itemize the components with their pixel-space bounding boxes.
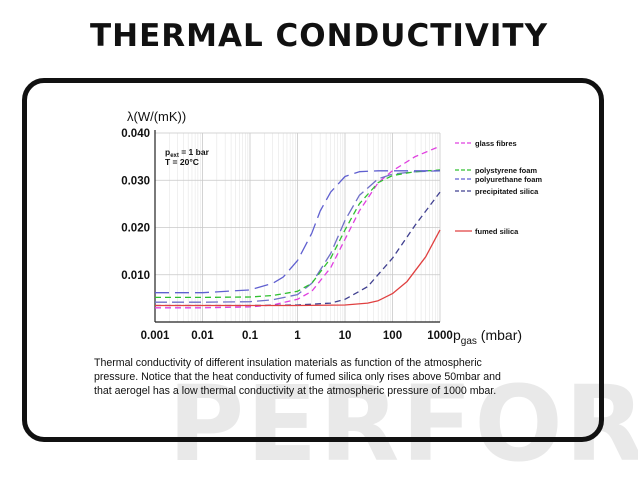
y-axis-label: λ(W/(mK)) (127, 109, 186, 124)
y-tick-label: 0.040 (121, 128, 150, 140)
series-line (155, 229, 441, 307)
x-axis-label: pgas (mbar) (453, 327, 522, 347)
caption-line: that aerogel has a low thermal conductiv… (94, 385, 497, 397)
content-frame (22, 78, 604, 442)
x-tick-label: 10 (339, 330, 352, 342)
chart-annotation: pext = 1 bar (165, 147, 210, 159)
legend-label: polyurethane foam (475, 175, 542, 184)
caption-line: pressure. Notice that the heat conductiv… (94, 371, 501, 383)
legend-label: glass fibres (475, 139, 517, 148)
series-line (155, 170, 441, 303)
legend-label: precipitated silica (475, 187, 539, 196)
x-tick-label: 1000 (427, 330, 453, 342)
y-tick-label: 0.020 (121, 223, 150, 235)
x-tick-label: 0.1 (242, 330, 259, 342)
figure-caption: Thermal conductivity of different insula… (94, 356, 564, 398)
legend-label: polystyrene foam (475, 166, 537, 175)
chart-annotation: T = 20°C (165, 157, 199, 167)
legend-label: fumed silica (475, 227, 519, 236)
x-tick-label: 0.01 (191, 330, 214, 342)
y-tick-label: 0.030 (121, 175, 150, 187)
caption-line: Thermal conductivity of different insula… (94, 357, 482, 369)
watermark-text: PERFOR (168, 363, 638, 485)
x-tick-label: 1 (294, 330, 301, 342)
y-tick-label: 0.010 (121, 270, 150, 282)
x-tick-label: 0.001 (141, 330, 170, 342)
x-tick-label: 100 (383, 330, 402, 342)
series-line (155, 169, 441, 299)
slide-title: THERMAL CONDUCTIVITY (89, 18, 549, 54)
series-line (155, 170, 440, 294)
series-line (155, 145, 441, 309)
